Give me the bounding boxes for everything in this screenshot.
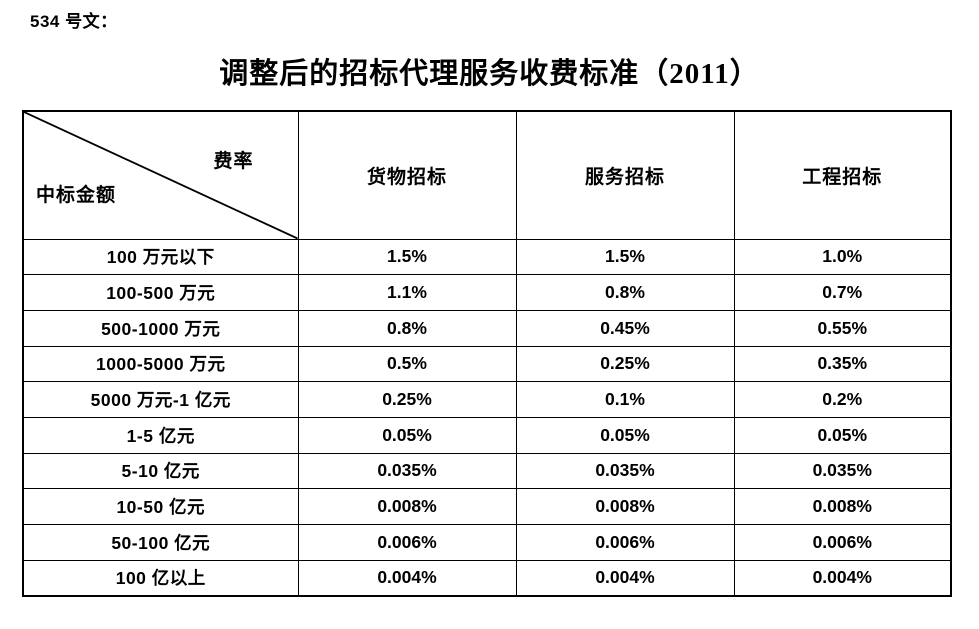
fee-value: 0.05% <box>297 416 517 454</box>
table-row: 100 亿以上 0.004% 0.004% 0.004% <box>22 559 952 597</box>
row-label: 1-5 亿元 <box>22 416 299 454</box>
table-row: 100-500 万元 1.1% 0.8% 0.7% <box>22 274 952 311</box>
fee-value: 0.008% <box>297 488 517 525</box>
column-header-goods-bidding: 货物招标 <box>297 110 517 240</box>
row-label: 10-50 亿元 <box>22 488 299 525</box>
table-row: 5000 万元-1 亿元 0.25% 0.1% 0.2% <box>22 381 952 418</box>
fee-value: 0.004% <box>733 559 952 597</box>
table-row: 500-1000 万元 0.8% 0.45% 0.55% <box>22 309 952 347</box>
fee-value: 0.006% <box>515 524 735 561</box>
row-label: 1000-5000 万元 <box>22 345 299 383</box>
fee-value: 1.0% <box>733 238 952 276</box>
fee-value: 0.5% <box>297 345 517 383</box>
fee-value: 1.5% <box>515 238 735 276</box>
table-row: 1000-5000 万元 0.5% 0.25% 0.35% <box>22 345 952 383</box>
diagonal-divider-line <box>24 112 298 239</box>
table-row: 100 万元以下 1.5% 1.5% 1.0% <box>22 238 952 276</box>
fee-value: 0.05% <box>515 416 735 454</box>
fee-value: 0.7% <box>733 274 952 311</box>
fee-value: 0.035% <box>297 452 517 490</box>
fee-value: 0.1% <box>515 381 735 418</box>
row-label: 5-10 亿元 <box>22 452 299 490</box>
corner-header-cell: 费率 中标金额 <box>22 110 299 240</box>
fee-value: 0.004% <box>297 559 517 597</box>
fee-value: 0.55% <box>733 309 952 347</box>
table-row: 1-5 亿元 0.05% 0.05% 0.05% <box>22 416 952 454</box>
fee-value: 1.1% <box>297 274 517 311</box>
row-label: 100-500 万元 <box>22 274 299 311</box>
page-title: 调整后的招标代理服务收费标准（2011） <box>219 58 760 90</box>
fee-value: 1.5% <box>297 238 517 276</box>
fee-value: 0.8% <box>297 309 517 347</box>
fee-value: 0.2% <box>733 381 952 418</box>
table-row: 50-100 亿元 0.006% 0.006% 0.006% <box>22 524 952 561</box>
column-header-service-bidding: 服务招标 <box>515 110 735 240</box>
fee-value: 0.25% <box>515 345 735 383</box>
fee-value: 0.45% <box>515 309 735 347</box>
fee-value: 0.008% <box>733 488 952 525</box>
row-label: 5000 万元-1 亿元 <box>22 381 299 418</box>
table-row: 5-10 亿元 0.035% 0.035% 0.035% <box>22 452 952 490</box>
fee-table: 费率 中标金额 货物招标 服务招标 工程招标 100 万元以下 1.5% 1.5… <box>22 110 952 597</box>
row-label: 100 万元以下 <box>22 238 299 276</box>
column-header-engineering-bidding: 工程招标 <box>733 110 952 240</box>
fee-value: 0.008% <box>515 488 735 525</box>
table-row: 10-50 亿元 0.008% 0.008% 0.008% <box>22 488 952 525</box>
fee-value: 0.35% <box>733 345 952 383</box>
row-label: 100 亿以上 <box>22 559 299 597</box>
fee-value: 0.006% <box>733 524 952 561</box>
header-row: 费率 中标金额 货物招标 服务招标 工程招标 <box>22 110 952 240</box>
fee-value: 0.035% <box>733 452 952 490</box>
fee-value: 0.8% <box>515 274 735 311</box>
row-label: 500-1000 万元 <box>22 309 299 347</box>
fee-value: 0.25% <box>297 381 517 418</box>
fee-value: 0.006% <box>297 524 517 561</box>
fee-value: 0.05% <box>733 416 952 454</box>
row-label: 50-100 亿元 <box>22 524 299 561</box>
fee-value: 0.035% <box>515 452 735 490</box>
fee-value: 0.004% <box>515 559 735 597</box>
corner-label-rate: 费率 <box>213 151 254 172</box>
doc-ref: 534 号文： <box>30 12 118 31</box>
corner-label-bid-amount: 中标金额 <box>36 184 117 206</box>
